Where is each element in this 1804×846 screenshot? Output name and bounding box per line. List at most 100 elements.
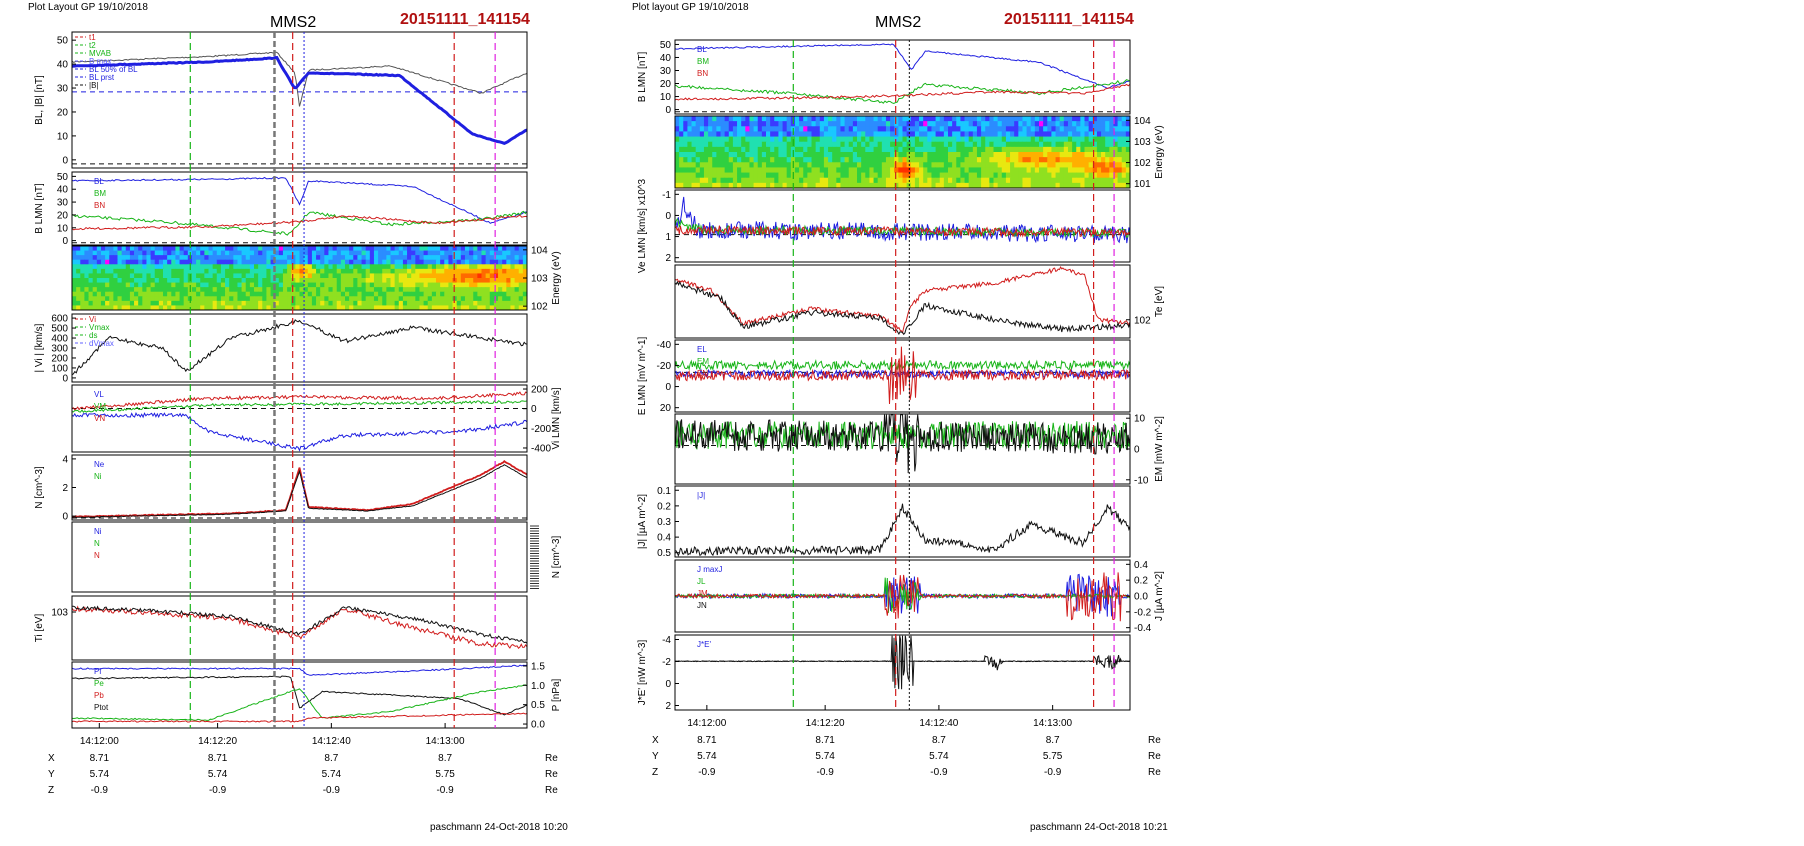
spectrogram-cell	[724, 141, 730, 148]
spectrogram-cell	[72, 291, 77, 297]
spectrogram-cell	[80, 278, 85, 283]
spectrogram-cell	[1080, 162, 1085, 168]
spectrogram-cell	[708, 126, 713, 132]
spectrogram-cell	[919, 131, 924, 137]
spectrogram-cell	[708, 131, 713, 137]
spectrogram-cell	[167, 278, 172, 283]
spectrogram-cell	[976, 116, 982, 122]
spectrogram-cell	[142, 268, 147, 274]
spectrogram-cell	[1080, 177, 1085, 184]
spectrogram-cell	[506, 255, 511, 261]
spectrogram-cell	[200, 268, 205, 274]
spectrogram-cell	[1096, 172, 1102, 179]
spectrogram-cell	[208, 268, 214, 274]
spectrogram-cell	[1076, 182, 1081, 189]
spectrogram-cell	[423, 296, 429, 302]
spectrogram-cell	[349, 259, 354, 265]
spectrogram-cell	[857, 126, 862, 132]
spectrogram-cell	[191, 264, 197, 270]
spectrogram-cell	[113, 255, 118, 261]
spectrogram-cell	[906, 121, 912, 127]
spectrogram-cell	[761, 146, 767, 153]
spectrogram-cell	[1063, 182, 1069, 189]
spectrogram-cell	[832, 157, 837, 163]
spectrogram-cell	[378, 305, 383, 311]
spectrogram-cell	[287, 255, 292, 261]
spectrogram-cell	[749, 152, 754, 158]
y-tick-label: 30	[57, 84, 69, 95]
spectrogram-cell	[1047, 172, 1052, 179]
spectrogram-cell	[794, 157, 800, 163]
spectrogram-cell	[320, 264, 325, 270]
spectrogram-cell	[150, 273, 156, 279]
spectrogram-cell	[898, 136, 903, 143]
spectrogram-cell	[1088, 141, 1094, 148]
spectrogram-cell	[340, 255, 346, 261]
spectrogram-cell	[204, 255, 209, 261]
spectrogram-cell	[774, 146, 779, 153]
spectrogram-cell	[349, 287, 354, 293]
spectrogram-cell	[349, 255, 354, 261]
spectrogram-cell	[935, 116, 941, 122]
spectrogram-cell	[460, 268, 466, 274]
ephemeris-value: 5.74	[697, 751, 717, 762]
spectrogram-cell	[737, 131, 742, 137]
spectrogram-cell	[92, 296, 98, 302]
spectrogram-cell	[1005, 126, 1011, 132]
spectrogram-cell	[1105, 141, 1110, 148]
spectrogram-cell	[332, 259, 338, 265]
spectrogram-cell	[113, 259, 118, 265]
y-tick-label: 20	[660, 79, 672, 90]
spectrogram-cell	[1125, 131, 1131, 137]
spectrogram-cell	[402, 296, 408, 302]
spectrogram-cell	[1018, 172, 1023, 179]
spectrogram-cell	[1001, 177, 1007, 184]
spectrogram-cell	[1010, 167, 1015, 173]
spectrogram-cell	[320, 255, 325, 261]
spectrogram-cell	[687, 136, 692, 143]
series-label: VN	[94, 414, 105, 423]
spectrogram-cell	[828, 131, 833, 137]
spectrogram-cell	[985, 141, 990, 148]
spectrogram-cell	[287, 282, 292, 288]
y-tick-label: 0.1	[657, 486, 671, 497]
spectrogram-cell	[857, 152, 862, 158]
spectrogram-cell	[402, 246, 408, 251]
panel-frame	[674, 264, 1131, 339]
spectrogram-cell	[415, 296, 420, 302]
spectrogram-cell	[766, 172, 771, 179]
spectrogram-cell	[340, 278, 346, 283]
spectrogram-cell	[840, 162, 845, 168]
spectrogram-cell	[786, 141, 792, 148]
spectrogram-cell	[1121, 131, 1127, 137]
spectrogram-cell	[452, 259, 458, 265]
spectrogram-cell	[948, 126, 953, 132]
JN-trace	[674, 572, 1131, 622]
spectrogram-cell	[1001, 141, 1007, 148]
spectrogram-cell	[1084, 157, 1090, 163]
spectrogram-cell	[943, 172, 949, 179]
spectrogram-cell	[373, 246, 379, 251]
spectrogram-cell	[415, 264, 420, 270]
spectrogram-cell	[237, 296, 242, 302]
spectrogram-cell	[1072, 157, 1077, 163]
spectrogram-cell	[493, 278, 499, 283]
spectrogram-cell	[1113, 172, 1118, 179]
spectrogram-cell	[749, 162, 754, 168]
BN-trace	[71, 214, 528, 231]
spectrogram-cell	[336, 273, 342, 279]
spectrogram-cell	[100, 264, 106, 270]
spectrogram-cell	[345, 268, 350, 274]
spectrogram-cell	[919, 177, 924, 184]
spectrogram-cell	[440, 282, 445, 288]
spectrogram-cell	[1014, 146, 1019, 153]
spectrogram-cell	[150, 264, 156, 270]
spectrogram-cell	[303, 273, 309, 279]
spectrogram-cell	[766, 131, 771, 137]
spectrogram-cell	[274, 300, 280, 306]
spectrogram-cell	[1047, 182, 1052, 189]
spectrogram-cell	[299, 250, 305, 256]
spectrogram-cell	[299, 264, 305, 270]
spectrogram-cell	[861, 141, 866, 148]
